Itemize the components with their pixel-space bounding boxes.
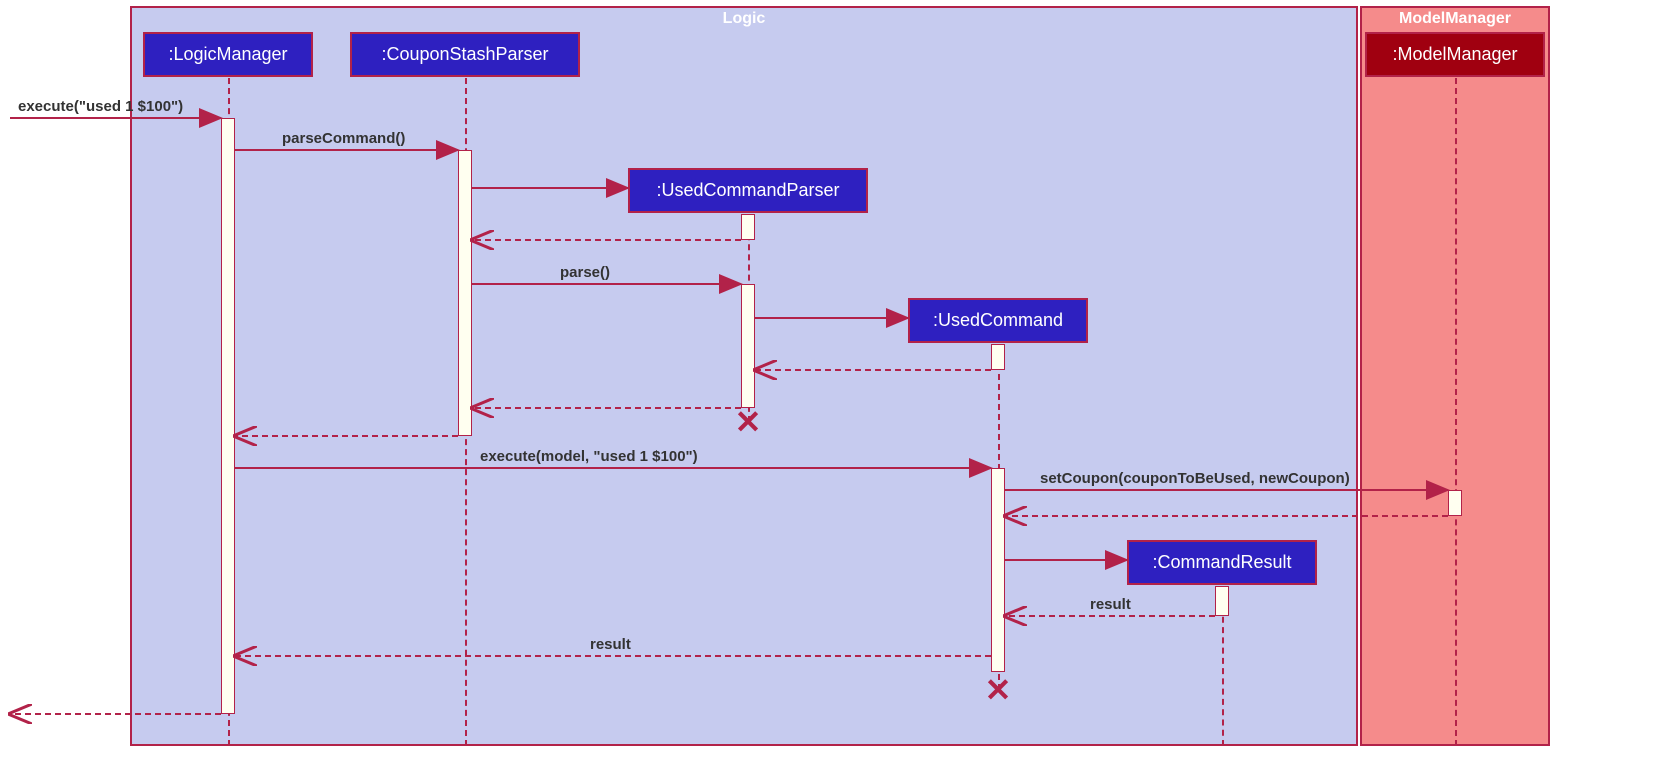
message-label-1: parseCommand() bbox=[282, 130, 405, 147]
frame-logic-label: Logic bbox=[717, 8, 772, 30]
activation-usedCommandParser-3 bbox=[741, 284, 755, 408]
participant-usedCommand: :UsedCommand bbox=[908, 298, 1088, 343]
frame-model-label: ModelManager bbox=[1393, 8, 1517, 30]
message-label-14: result bbox=[590, 636, 631, 653]
participant-logicManager: :LogicManager bbox=[143, 32, 313, 77]
activation-usedCommand-5 bbox=[991, 468, 1005, 672]
participant-commandResult: :CommandResult bbox=[1127, 540, 1317, 585]
participant-modelManager: :ModelManager bbox=[1365, 32, 1545, 77]
message-label-4: parse() bbox=[560, 264, 610, 281]
activation-usedCommand-4 bbox=[991, 344, 1005, 370]
participant-usedCommandParser: :UsedCommandParser bbox=[628, 168, 868, 213]
activation-couponStashParser-1 bbox=[458, 150, 472, 436]
participant-couponStashParser: :CouponStashParser bbox=[350, 32, 580, 77]
activation-logicManager-0 bbox=[221, 118, 235, 714]
message-label-9: execute(model, "used 1 $100") bbox=[480, 448, 698, 465]
message-label-13: result bbox=[1090, 596, 1131, 613]
sequence-diagram: Logic ModelManager :LogicManager :CouponS… bbox=[0, 0, 1656, 760]
activation-commandResult-7 bbox=[1215, 586, 1229, 616]
destroy-usedCommand: ✕ bbox=[985, 674, 1012, 706]
message-label-0: execute("used 1 $100") bbox=[18, 98, 183, 115]
activation-usedCommandParser-2 bbox=[741, 214, 755, 240]
lifeline-modelManager bbox=[1455, 78, 1457, 746]
destroy-usedCommandParser: ✕ bbox=[735, 406, 762, 438]
activation-modelManager-6 bbox=[1448, 490, 1462, 516]
message-label-10: setCoupon(couponToBeUsed, newCoupon) bbox=[1040, 470, 1350, 487]
